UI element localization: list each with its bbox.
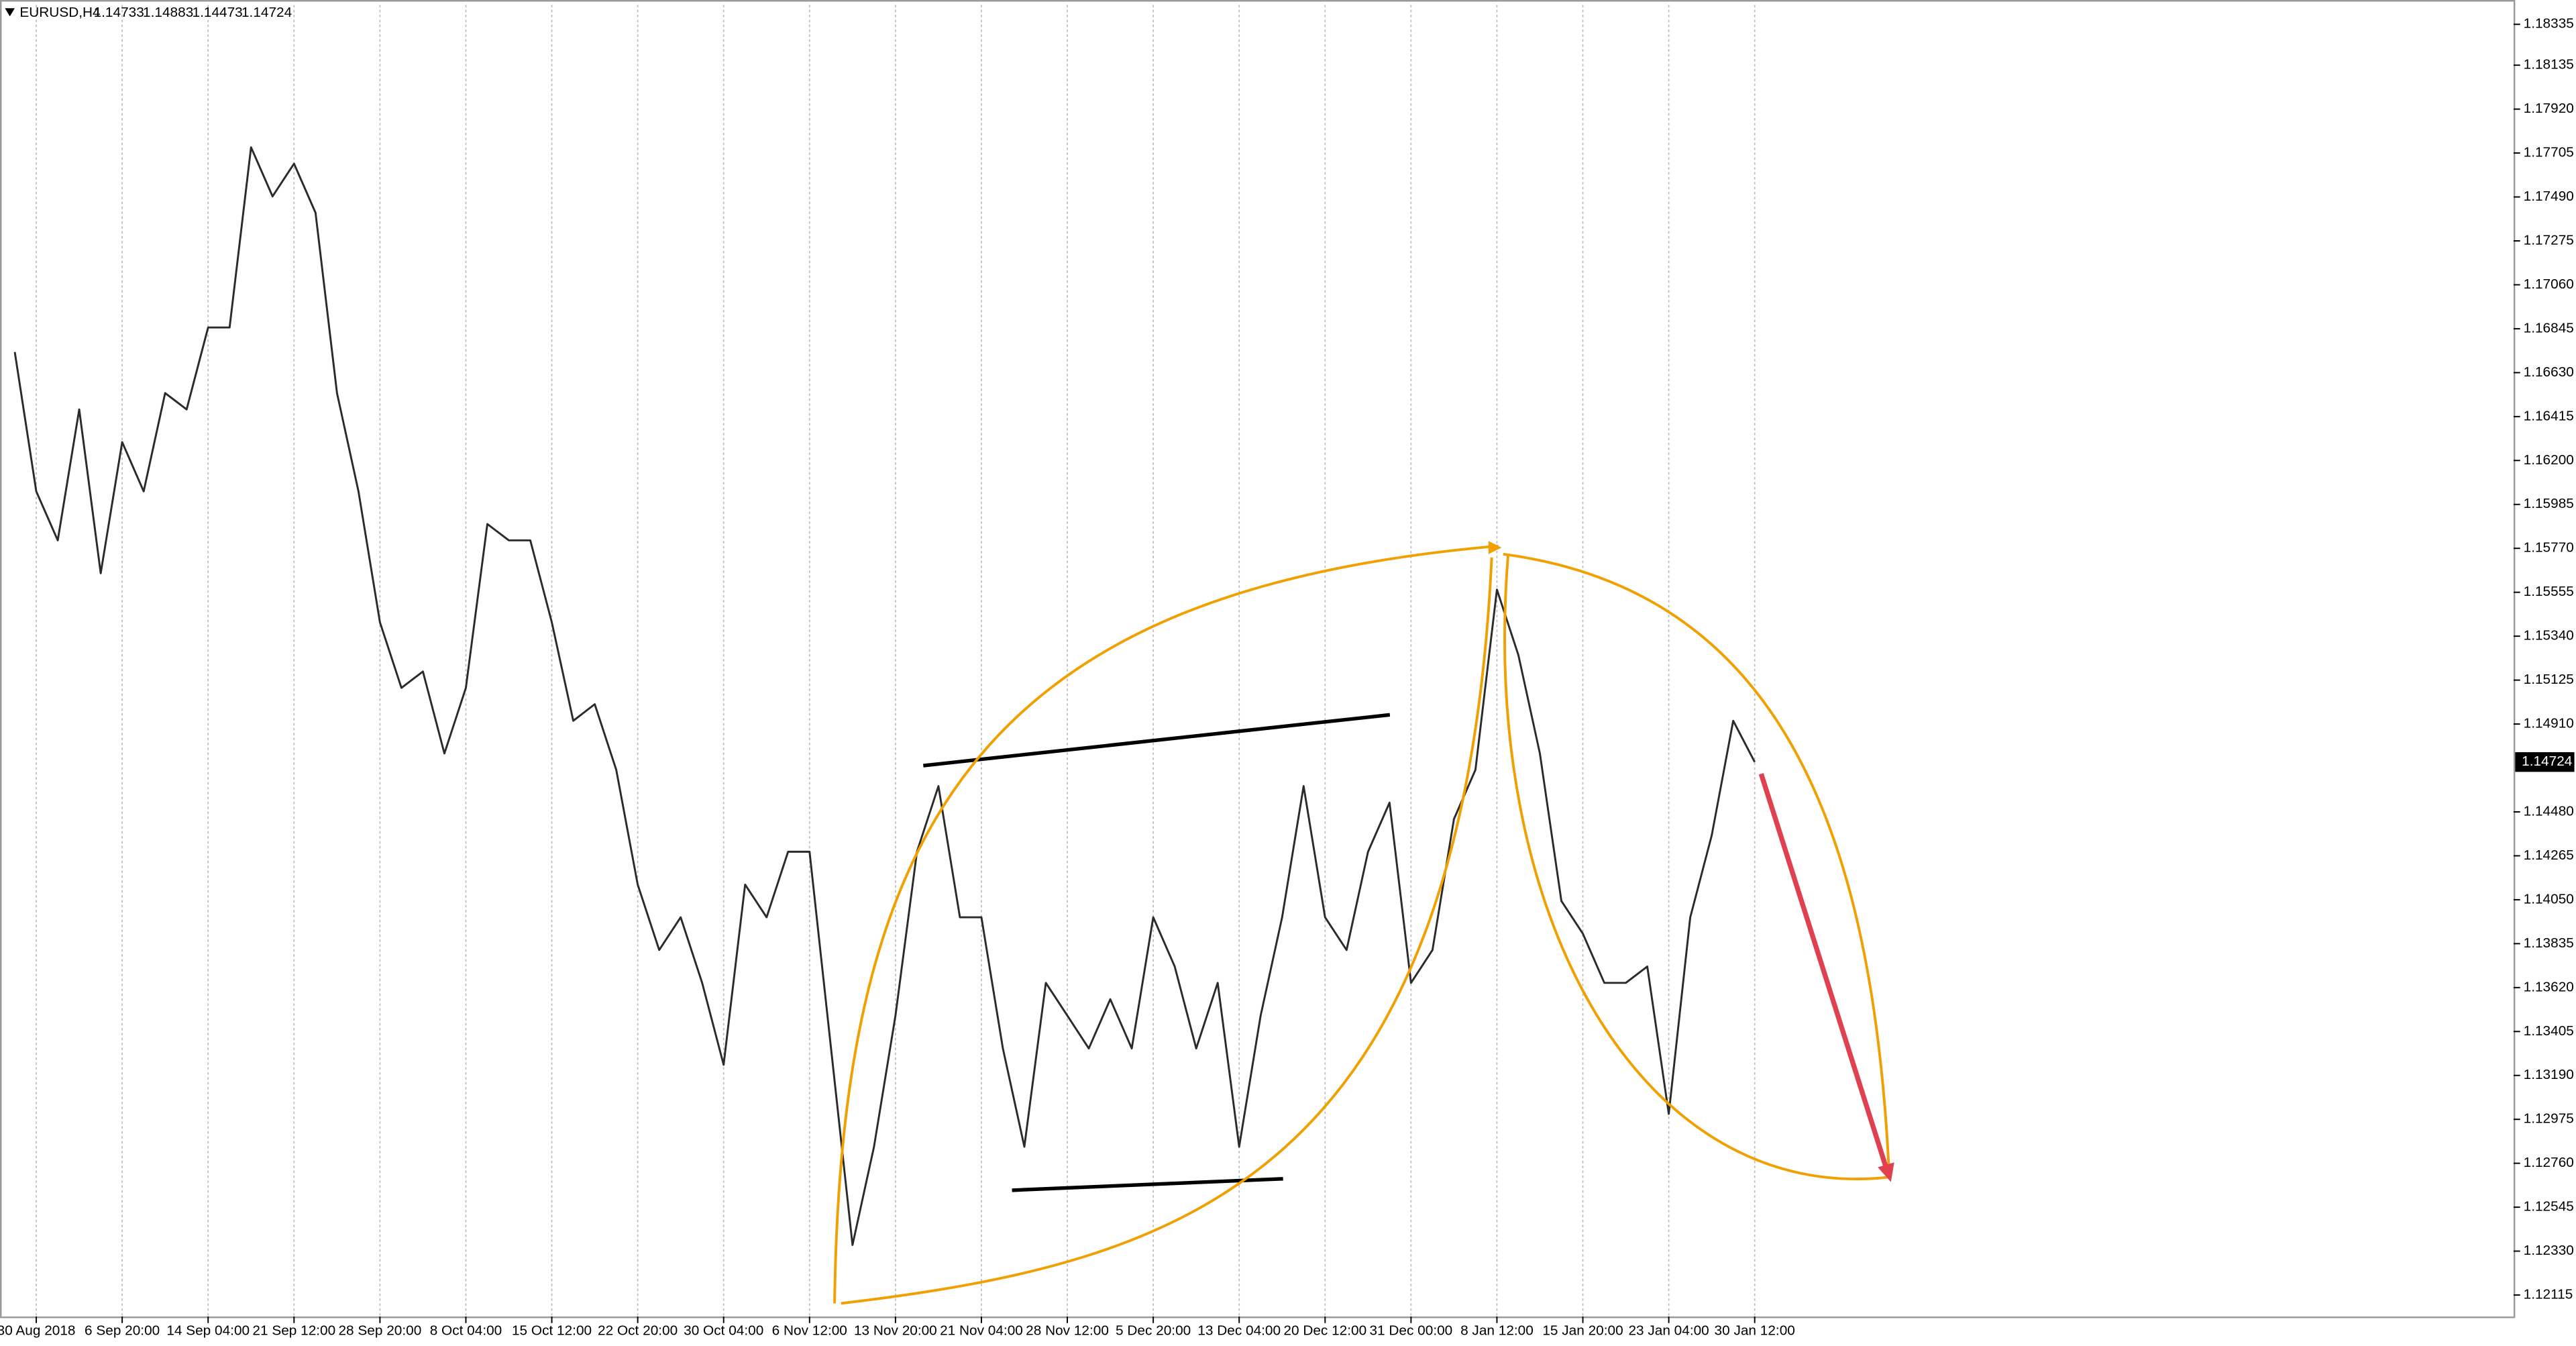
y-tick-label: 1.12115 [2524,1287,2573,1302]
x-tick-label: 21 Sep 12:00 [252,1323,335,1339]
y-tick-label: 1.12545 [2524,1199,2574,1214]
y-tick-label: 1.12975 [2524,1111,2574,1127]
current-price-label: 1.14724 [2522,754,2572,769]
y-tick-label: 1.17920 [2524,101,2574,116]
x-tick-label: 8 Jan 12:00 [1460,1323,1534,1339]
plot-frame [0,0,2516,1318]
menu-triangle [5,8,15,17]
y-tick-label: 1.15555 [2524,584,2574,599]
x-tick-label: 22 Oct 20:00 [598,1323,678,1339]
y-tick-label: 1.17060 [2524,276,2574,292]
x-tick-label: 15 Jan 20:00 [1542,1323,1623,1339]
y-tick-label: 1.16845 [2524,320,2574,335]
x-tick-label: 28 Sep 20:00 [338,1323,421,1339]
x-tick-label: 6 Nov 12:00 [772,1323,847,1339]
drawings [833,541,1894,1305]
y-tick-label: 1.13620 [2524,979,2574,994]
x-tick-label: 30 Jan 12:00 [1715,1323,1795,1339]
quote-value: 1.14883 [143,5,193,20]
arrow-head [1878,1162,1894,1182]
x-tick-label: 13 Dec 04:00 [1197,1323,1281,1339]
arc [1503,554,1890,1180]
y-tick-label: 1.17705 [2524,145,2574,160]
y-tick-label: 1.15125 [2524,672,2574,687]
y-tick-label: 1.18335 [2524,16,2574,32]
x-tick-label: 14 Sep 04:00 [166,1323,250,1339]
arc [841,557,1493,1305]
x-tick-label: 20 Dec 12:00 [1283,1323,1366,1339]
current-price-box [2515,752,2575,772]
y-tick-label: 1.16415 [2524,408,2574,423]
y-tick-label: 1.15340 [2524,628,2574,643]
x-tick-label: 23 Jan 04:00 [1628,1323,1709,1339]
quote-value: 1.14724 [241,5,292,20]
y-tick-label: 1.14265 [2524,847,2574,863]
y-tick-label: 1.18135 [2524,57,2574,72]
y-tick-label: 1.12760 [2524,1155,2574,1170]
y-tick-label: 1.13405 [2524,1023,2574,1039]
x-tick-label: 15 Oct 12:00 [512,1323,592,1339]
y-tick-label: 1.15985 [2524,496,2574,511]
trendline [1012,1177,1283,1192]
y-tick-label: 1.13835 [2524,935,2574,951]
y-tick-label: 1.14910 [2524,716,2574,731]
x-tick-label: 8 Oct 04:00 [430,1323,502,1339]
trendline [923,713,1391,768]
y-tick-label: 1.15770 [2524,540,2574,556]
x-tick-label: 28 Nov 12:00 [1026,1323,1109,1339]
y-tick-label: 1.12330 [2524,1243,2574,1258]
x-tick-label: 6 Sep 20:00 [85,1323,160,1339]
price-axis: 1.12115 1.12330 1.12545 1.12760 1.12975 1.131… [0,16,2575,1339]
y-tick-label: 1.16200 [2524,452,2574,468]
y-tick-label: 1.17490 [2524,189,2574,204]
grid [36,5,1756,1317]
arrow-head [1488,541,1502,554]
arc [833,544,1499,1304]
y-tick-label: 1.17275 [2524,232,2574,248]
arc [1503,552,1891,1178]
y-tick-label: 1.14480 [2524,803,2574,819]
quote-value: 1.14733 [94,5,144,20]
quote-value: 1.14473 [193,5,243,20]
symbol-title: EURUSD,H4 [19,5,100,20]
x-tick-label: 5 Dec 20:00 [1116,1323,1191,1339]
y-tick-label: 1.14050 [2524,891,2574,907]
y-tick-label: 1.16630 [2524,364,2574,380]
x-tick-label: 21 Nov 04:00 [940,1323,1023,1339]
x-tick-label: 31 Dec 00:00 [1369,1323,1452,1339]
x-tick-label: 13 Nov 20:00 [854,1323,937,1339]
x-tick-label: 30 Oct 04:00 [684,1323,763,1339]
arrow [1758,773,1888,1168]
x-tick-label: 30 Aug 2018 [0,1323,75,1339]
y-tick-label: 1.13190 [2524,1067,2574,1082]
